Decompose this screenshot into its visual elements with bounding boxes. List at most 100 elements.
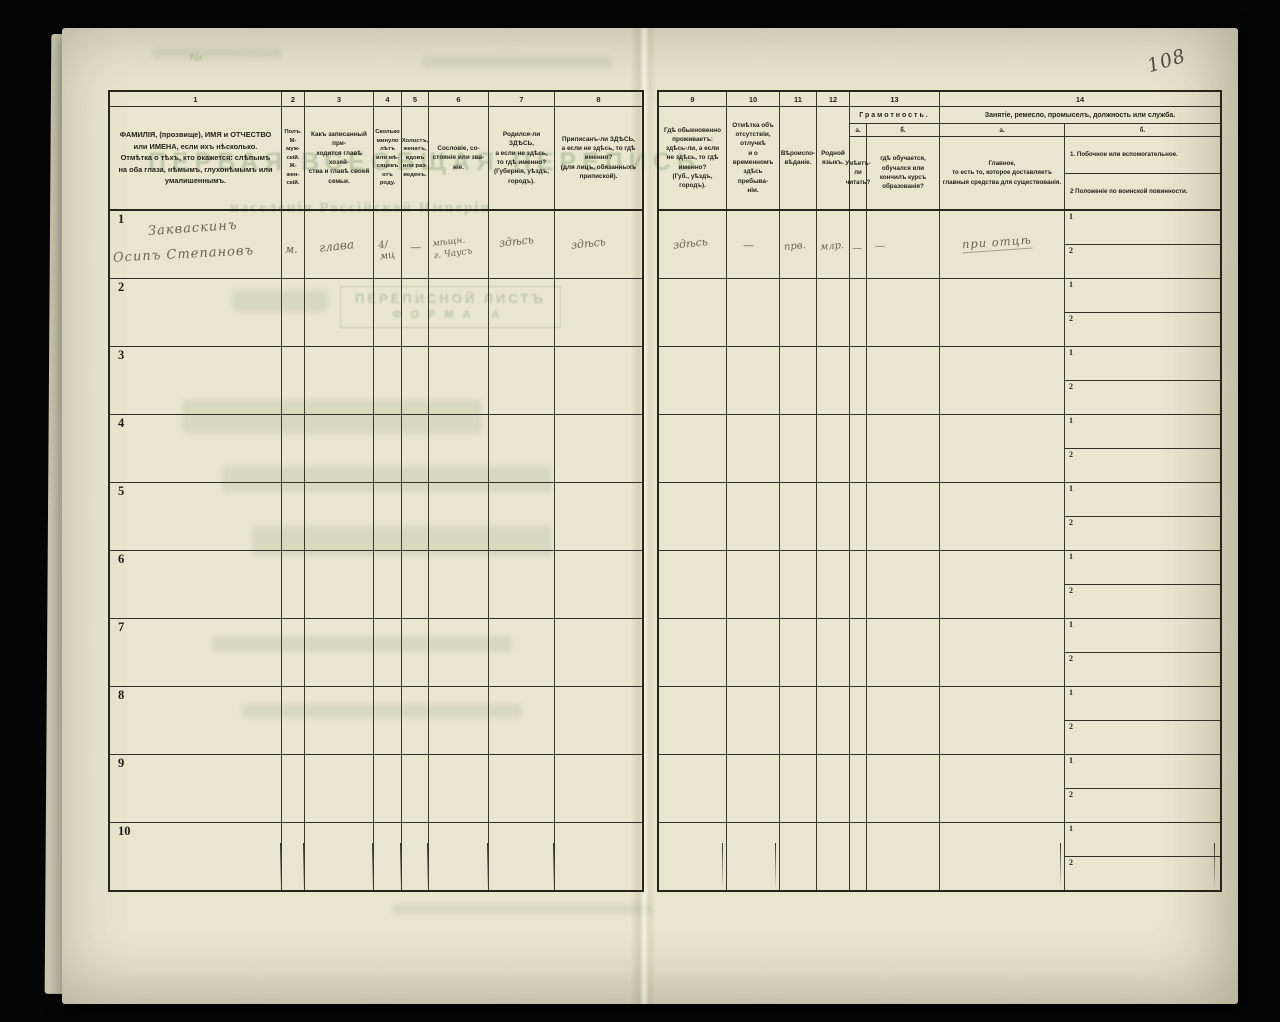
table-cell: — xyxy=(867,211,940,278)
table-cell xyxy=(780,415,817,482)
column-number: 14 xyxy=(1075,94,1085,104)
show-through-smudge xyxy=(212,636,512,652)
table-row: 8 xyxy=(110,687,642,755)
handwritten-surname: Закваскинъ xyxy=(147,217,238,240)
row-number: 7 xyxy=(118,620,125,634)
table-row: 10 xyxy=(110,823,642,890)
table-cell xyxy=(850,279,867,346)
show-through-smudge xyxy=(392,904,652,914)
table-cell xyxy=(489,347,555,414)
handwritten-given-name: Осипъ Степановъ xyxy=(112,243,255,266)
table-cell xyxy=(940,687,1065,754)
table-cell xyxy=(429,619,489,686)
column-number: 3 xyxy=(305,92,374,106)
table-cell xyxy=(402,279,429,346)
subrow-label-1: 1 xyxy=(1065,823,1220,857)
table-cell xyxy=(659,687,727,754)
table-cell xyxy=(282,823,305,890)
table-cell xyxy=(402,551,429,618)
table-cell xyxy=(305,415,374,482)
table-cell xyxy=(659,823,727,890)
table-cell xyxy=(489,823,555,890)
table-cell xyxy=(817,483,850,550)
table-cell xyxy=(850,687,867,754)
table-cell: — xyxy=(402,211,429,278)
table-cell xyxy=(305,279,374,346)
handwritten-entry: здѣсь xyxy=(498,233,535,250)
left-page: 1 2 3 4 5 6 7 8 ФАМИЛІЯ, (прозвище), ИМЯ… xyxy=(108,90,644,892)
table-cell xyxy=(402,755,429,822)
table-cell xyxy=(489,551,555,618)
literacy-a-desc: Умѣетъ- ли читать? xyxy=(845,137,871,209)
table-cell xyxy=(429,483,489,550)
show-through-corner-mark: № xyxy=(190,52,205,64)
rule-stub xyxy=(775,843,776,889)
column-number: 9 xyxy=(659,92,727,106)
table-cell xyxy=(780,687,817,754)
table-cell xyxy=(659,551,727,618)
table-cell xyxy=(867,755,940,822)
table-cell xyxy=(940,823,1065,890)
table-cell xyxy=(374,619,402,686)
show-through-title: ПЕРВАЯ ВСЕОБЩАЯ ПЕРЕПИСЬ xyxy=(148,148,701,176)
table-cell xyxy=(374,551,402,618)
table-cell xyxy=(727,279,780,346)
table-cell: 2 xyxy=(110,279,282,346)
column-group-occupation: Занятіе, ремесло, промыселъ, должность и… xyxy=(940,107,1220,209)
subrow-label-1: 1 xyxy=(1065,687,1220,721)
subrow-label-1: 1 xyxy=(1065,483,1220,517)
table-cell xyxy=(555,483,642,550)
subrow-label-2: 2 xyxy=(1069,517,1073,527)
subcolumn-b-label: б. xyxy=(1139,126,1146,134)
table-cell: 4/мц xyxy=(374,211,402,278)
show-through-smudge xyxy=(252,526,552,556)
table-cell xyxy=(817,347,850,414)
table-cell xyxy=(727,823,780,890)
table-cell xyxy=(305,619,374,686)
subrow-label-2: 2 xyxy=(1069,721,1073,731)
table-cell xyxy=(780,279,817,346)
table-cell xyxy=(817,823,850,890)
table-cell xyxy=(402,823,429,890)
column-header-language: Родной языкъ. xyxy=(821,149,845,166)
table-cell xyxy=(780,483,817,550)
table-cell xyxy=(940,619,1065,686)
table-cell xyxy=(867,551,940,618)
table-row: 2 xyxy=(110,279,642,347)
table-cell xyxy=(305,483,374,550)
column-number-row: 1 2 3 4 5 6 7 8 xyxy=(110,92,642,107)
table-cell: здѣсь xyxy=(489,211,555,278)
show-through-smudge xyxy=(152,48,282,59)
column-number: 5 xyxy=(402,92,429,106)
table-cell xyxy=(940,415,1065,482)
subrow-label-1: 1 xyxy=(1065,415,1220,449)
table-cell xyxy=(555,279,642,346)
rule-stub xyxy=(280,843,281,889)
handwritten-entry: — xyxy=(743,239,754,252)
table-cell xyxy=(555,347,642,414)
table-cell xyxy=(429,347,489,414)
table-cell xyxy=(727,551,780,618)
table-cell: 4 xyxy=(110,415,282,482)
table-cell xyxy=(402,347,429,414)
table-cell xyxy=(282,755,305,822)
table-cell xyxy=(305,823,374,890)
column-number: 13 xyxy=(850,92,940,106)
table-cell xyxy=(555,415,642,482)
table-cell xyxy=(867,279,940,346)
subrow-label-1: 1 xyxy=(1065,619,1220,653)
table-cell xyxy=(850,415,867,482)
table-cell xyxy=(659,415,727,482)
table-cell xyxy=(780,551,817,618)
table-row: 7 xyxy=(110,619,642,687)
handwritten-entry: м. xyxy=(285,243,298,256)
table-row: 3 xyxy=(110,347,642,415)
